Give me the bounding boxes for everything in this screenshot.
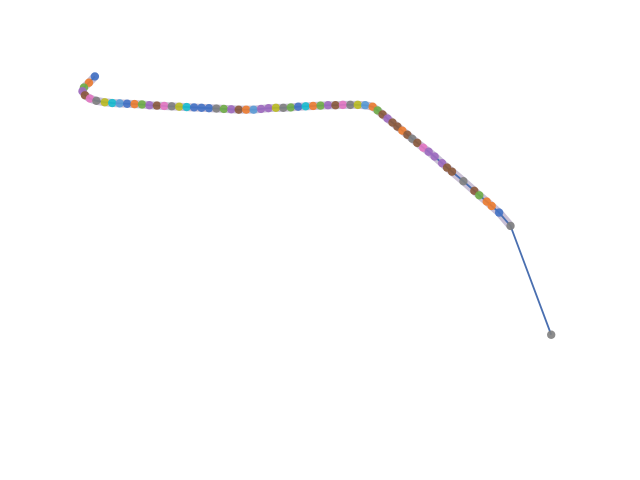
- data-point: [301, 102, 310, 111]
- series-marker-layer: [78, 72, 556, 339]
- series-band: [78, 72, 515, 230]
- data-point: [130, 99, 139, 109]
- data-point: [227, 105, 236, 114]
- data-point: [487, 201, 496, 211]
- data-point: [197, 103, 206, 113]
- series-line-layer: [78, 72, 553, 336]
- series-line: [81, 75, 553, 336]
- data-point: [219, 104, 229, 114]
- data-point: [424, 147, 433, 156]
- data-point: [506, 221, 515, 231]
- data-point: [241, 105, 251, 114]
- data-point: [204, 103, 214, 113]
- data-point: [361, 101, 370, 110]
- data-point: [447, 167, 457, 176]
- data-point: [316, 101, 325, 110]
- data-point: [279, 103, 288, 113]
- data-point: [152, 101, 162, 110]
- data-point: [85, 94, 95, 103]
- data-point: [90, 72, 100, 81]
- data-point: [323, 101, 333, 110]
- data-point: [145, 101, 154, 110]
- data-point: [459, 177, 468, 186]
- data-point: [430, 152, 439, 161]
- data-point: [115, 99, 124, 108]
- data-point: [167, 102, 176, 111]
- data-point: [256, 104, 266, 114]
- data-point: [353, 100, 362, 110]
- data-point: [182, 102, 191, 112]
- data-point: [160, 101, 169, 111]
- data-point: [92, 96, 101, 106]
- data-point: [108, 98, 117, 108]
- data-point: [175, 102, 184, 111]
- data-point: [100, 98, 110, 107]
- data-point: [338, 100, 348, 110]
- data-point: [286, 103, 295, 112]
- data-point: [264, 103, 273, 113]
- data-point: [494, 208, 504, 217]
- data-point: [234, 105, 243, 114]
- data-point: [271, 103, 281, 113]
- data-point: [547, 330, 556, 339]
- data-point: [294, 102, 303, 111]
- data-point: [122, 99, 132, 108]
- data-point: [475, 191, 484, 200]
- data-point: [308, 101, 318, 111]
- data-point: [249, 105, 258, 114]
- data-point: [331, 101, 340, 110]
- data-point: [413, 138, 422, 148]
- data-point: [346, 100, 355, 110]
- data-point: [212, 104, 221, 113]
- data-point: [137, 100, 147, 109]
- data-point: [189, 103, 199, 112]
